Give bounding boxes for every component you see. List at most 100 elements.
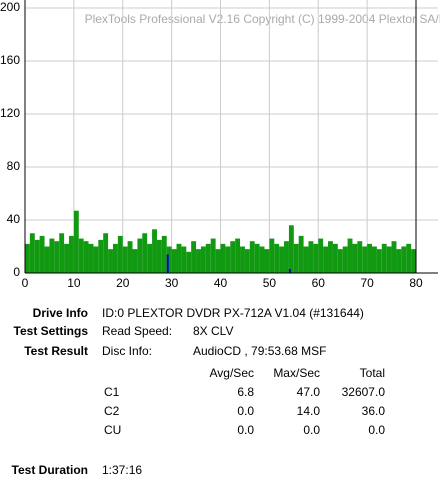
- bar: [288, 225, 294, 273]
- x-tick-label: 10: [67, 276, 81, 290]
- bar: [49, 238, 55, 273]
- bar: [161, 235, 167, 273]
- bar: [230, 241, 236, 273]
- bar: [406, 243, 412, 273]
- value: AudioCD , 79:53.68 MSF: [193, 344, 327, 358]
- bar: [318, 238, 324, 273]
- y-tick-label: 80: [7, 159, 21, 173]
- cell: 0.0: [237, 423, 254, 437]
- bar: [112, 243, 118, 273]
- bar: [59, 233, 65, 273]
- value: ID:0 PLEXTOR DVDR PX-712A V1.04 (#131644…: [102, 306, 364, 320]
- bar: [376, 249, 382, 273]
- bar: [372, 246, 377, 273]
- bar: [293, 243, 299, 273]
- bar: [342, 246, 348, 273]
- cell: 32607.0: [341, 385, 385, 399]
- bar: [381, 243, 387, 273]
- bar: [93, 246, 99, 273]
- x-tick-label: 0: [22, 276, 29, 290]
- chart: PlexTools Professional V2.16 Copyright (…: [0, 0, 440, 290]
- cell: 14.0: [296, 404, 320, 418]
- bar: [367, 243, 373, 273]
- y-tick-label: 40: [7, 212, 21, 226]
- watermark: PlexTools Professional V2.16 Copyright (…: [85, 12, 440, 26]
- bar: [132, 249, 138, 273]
- bar: [156, 239, 162, 273]
- bar: [401, 246, 407, 273]
- bar: [396, 249, 402, 273]
- bar: [108, 249, 113, 273]
- y-tick-label: 0: [13, 265, 20, 279]
- bar: [284, 241, 289, 273]
- label: Test Settings: [13, 324, 88, 338]
- bar: [362, 246, 368, 273]
- column-header: Avg/Sec: [209, 366, 254, 380]
- bar: [210, 238, 216, 273]
- value: 8X CLV: [193, 324, 234, 338]
- column-header: Max/Sec: [273, 366, 320, 380]
- bar: [152, 229, 157, 273]
- bar: [78, 238, 84, 273]
- row-label: CU: [104, 423, 122, 437]
- bar: [244, 249, 250, 273]
- row-label: C2: [104, 404, 120, 418]
- bar: [323, 246, 329, 273]
- value: 1:37:16: [102, 463, 143, 477]
- bar: [225, 246, 231, 273]
- x-tick-label: 30: [165, 276, 179, 290]
- bar: [176, 243, 182, 273]
- bar: [411, 249, 416, 273]
- key: Read Speed:: [102, 324, 173, 338]
- x-tick-label: 80: [409, 276, 423, 290]
- cell: 6.8: [237, 385, 254, 399]
- y-tick-label: 160: [0, 53, 20, 67]
- bar: [137, 238, 143, 273]
- cell: 47.0: [296, 385, 320, 399]
- bar: [391, 241, 397, 273]
- cell: 0.0: [237, 404, 254, 418]
- row-label: C1: [104, 385, 120, 399]
- bar: [39, 235, 45, 273]
- bar: [34, 239, 40, 273]
- bar: [25, 243, 30, 273]
- label: Test Duration: [11, 463, 88, 477]
- bar: [73, 210, 79, 273]
- bar: [98, 239, 104, 273]
- bar: [88, 243, 94, 273]
- bar: [386, 246, 392, 273]
- bar: [200, 246, 206, 273]
- x-tick-label: 60: [312, 276, 326, 290]
- bar: [298, 235, 304, 273]
- column-header: Total: [359, 366, 385, 380]
- bar: [186, 251, 192, 273]
- bar: [269, 238, 275, 273]
- label: Test Result: [24, 344, 88, 358]
- bar: [264, 249, 270, 273]
- cell: 0.0: [303, 423, 320, 437]
- bar: [352, 243, 358, 273]
- bar: [235, 238, 241, 273]
- bar: [29, 233, 35, 273]
- y-tick-label: 120: [0, 106, 20, 120]
- bar: [54, 241, 60, 273]
- bar: [274, 243, 280, 273]
- cell: 36.0: [361, 404, 385, 418]
- bar: [83, 241, 89, 273]
- label: Drive Info: [32, 306, 88, 320]
- bar: [249, 241, 255, 273]
- cell: 0.0: [368, 423, 385, 437]
- y-tick-label: 200: [0, 0, 20, 14]
- bar: [328, 241, 333, 273]
- bar: [347, 238, 353, 273]
- bar: [103, 233, 109, 273]
- bar: [171, 249, 177, 273]
- bar: [220, 243, 226, 273]
- bar: [44, 246, 50, 273]
- bar: [254, 243, 260, 273]
- bar: [181, 246, 187, 273]
- x-tick-label: 40: [214, 276, 228, 290]
- bar: [191, 241, 197, 273]
- x-tick-label: 70: [360, 276, 374, 290]
